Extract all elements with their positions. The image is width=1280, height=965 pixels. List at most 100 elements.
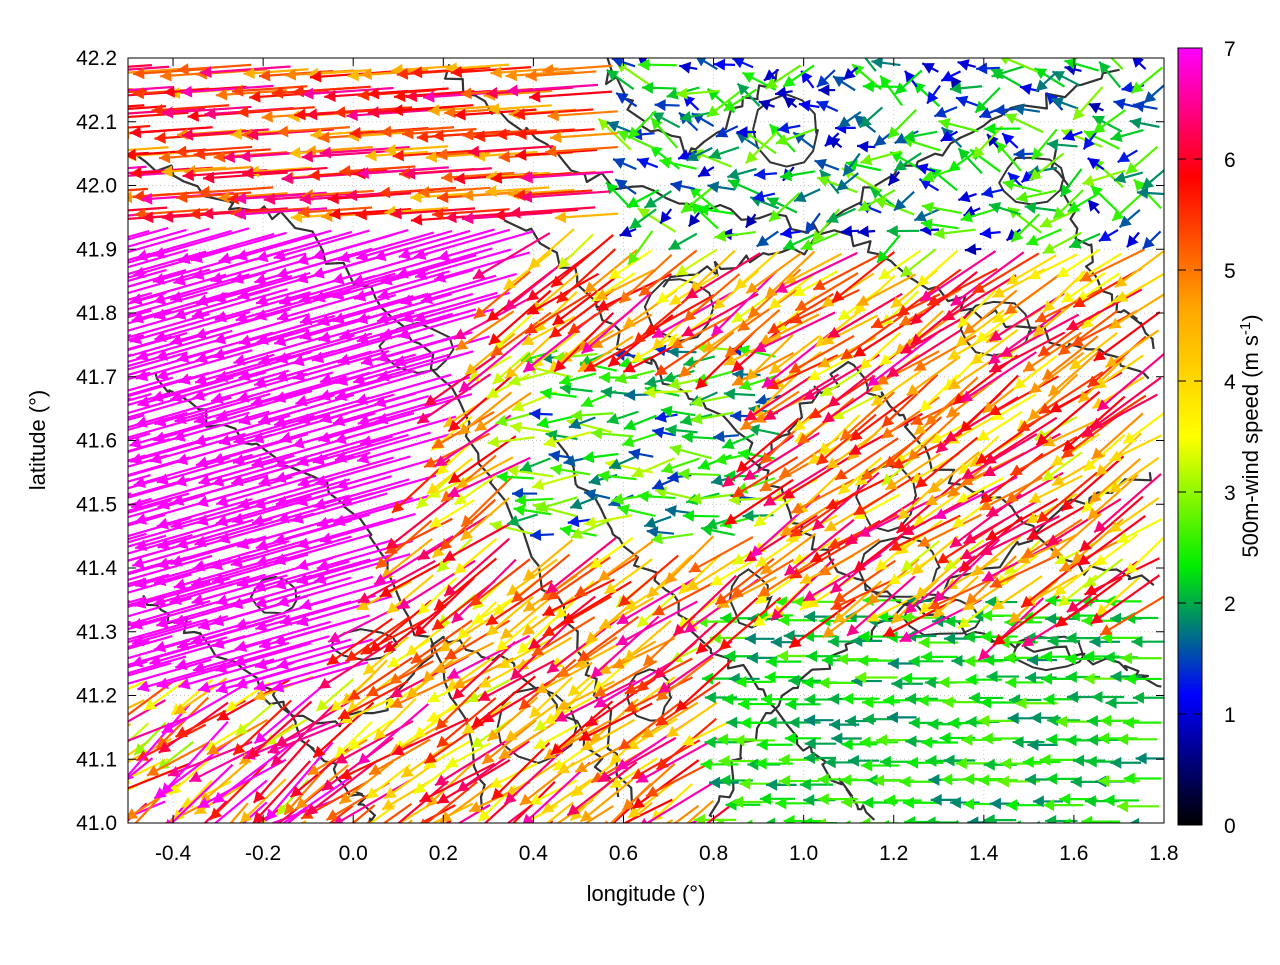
wind-arrow-shaft [33,276,129,303]
wind-arrow-head [367,857,380,868]
wind-arrow-head [113,333,125,345]
wind-arrow-shaft [552,826,598,865]
wind-arrow-head [291,841,303,852]
wind-arrow-head [31,252,43,264]
wind-arrow-head [91,352,103,364]
y-tick-label: 41.5 [76,493,117,516]
wind-arrow-head [552,854,564,866]
wind-arrow-head [30,657,42,669]
colorbar-tick-label: 0 [1224,815,1236,838]
wind-arrow-head [377,850,390,861]
wind-arrow-head [82,851,94,863]
wind-arrow-head [599,826,612,837]
wind-arrow-head [33,580,45,592]
wind-arrow-head [48,354,60,366]
wind-arrow-head [34,620,46,632]
x-tick-label: 0.0 [339,842,368,865]
wind-arrow-head [70,270,82,282]
colorbar-tick-label: 4 [1224,371,1236,394]
wind-arrow-head [77,579,89,591]
wind-arrow-head [50,639,62,651]
wind-arrow-head [48,538,60,550]
wind-arrow-head [643,835,655,846]
colorbar-label-end: ) [1238,314,1263,321]
wind-arrow-head [115,660,127,672]
wind-arrow-head [33,680,45,692]
x-tick-label: -0.2 [245,842,281,865]
wind-arrow-head [113,391,125,403]
wind-arrow-head [81,87,92,99]
x-tick-label: 1.0 [789,842,818,865]
wind-arrow-head [51,146,62,158]
y-tick-label: 41.4 [76,557,117,580]
wind-arrow-head [86,735,99,746]
wind-arrow-head [111,538,123,550]
wind-arrow-head [56,517,68,529]
wind-arrow-head [94,332,106,344]
wind-arrow-head [216,838,229,849]
wind-arrow-head [582,861,594,872]
wind-arrow-head [477,849,490,860]
x-axis-label: longitude (°) [587,881,706,906]
wind-arrow-head [54,716,67,727]
wind-arrow-head [92,859,104,870]
x-tick-label: 0.6 [609,842,638,865]
wind-arrow-head [29,271,41,283]
wind-arrow-head [661,845,674,856]
wind-arrow-head [56,329,68,341]
wind-arrow-head [69,534,81,546]
wind-arrow-head [33,294,45,306]
wind-arrow-head [35,640,47,652]
wind-arrow-head [30,539,42,551]
wind-arrow-head [30,331,42,343]
colorbar-tick-label: 2 [1224,593,1236,616]
wind-arrow-head [54,452,66,464]
wind-arrow-head [55,494,67,506]
wind-arrow-head [35,354,47,366]
wind-arrow-head [51,574,63,586]
colorbar-tick-label: 7 [1224,38,1236,61]
wind-arrow-head [90,289,102,301]
wind-arrow-head [96,593,108,605]
wind-arrow-head [51,552,63,564]
wind-arrow-head [95,537,107,549]
wind-arrow-head [50,474,62,486]
wind-arrow-shaft [365,820,412,865]
wind-arrow-head [190,859,202,871]
wind-arrow-head [189,833,201,845]
wind-arrow-shaft [207,820,266,842]
wind-arrow-shaft [367,826,434,868]
wind-arrow-head [115,784,127,795]
wind-arrow-head [65,192,76,204]
wind-arrow-shaft [44,167,124,173]
wind-arrow-head [113,352,125,364]
wind-arrow-head [116,67,127,79]
wind-arrow-head [268,822,280,833]
wind-arrow-head [53,660,65,672]
wind-arrow-head [44,166,55,178]
y-tick-label: 42.2 [76,47,117,70]
wind-arrow-head [412,840,425,851]
wind-arrow-head [42,112,53,124]
wind-arrow-head [56,413,68,425]
x-tick-label: -0.4 [155,842,192,865]
wind-arrow-head [103,214,114,226]
wind-arrow-head [384,832,397,843]
wind-arrow-head [73,593,85,605]
wind-arrow-shaft [70,764,124,816]
wind-arrow-head [110,270,122,282]
wind-arrow-head [478,861,490,873]
wind-arrow-head [28,494,40,506]
wind-arrow-shaft [30,521,126,548]
wind-arrow-head [33,558,45,570]
wind-arrow-head [116,758,129,769]
wind-arrow-head [112,715,124,726]
wind-arrow-head [54,166,65,178]
wind-arrow-head [66,152,77,164]
wind-arrow-head [537,826,549,837]
wind-arrow-shaft [55,71,125,76]
wind-arrow-head [1094,40,1106,52]
wind-arrow-head [87,718,100,729]
wind-arrow-head [245,824,257,835]
